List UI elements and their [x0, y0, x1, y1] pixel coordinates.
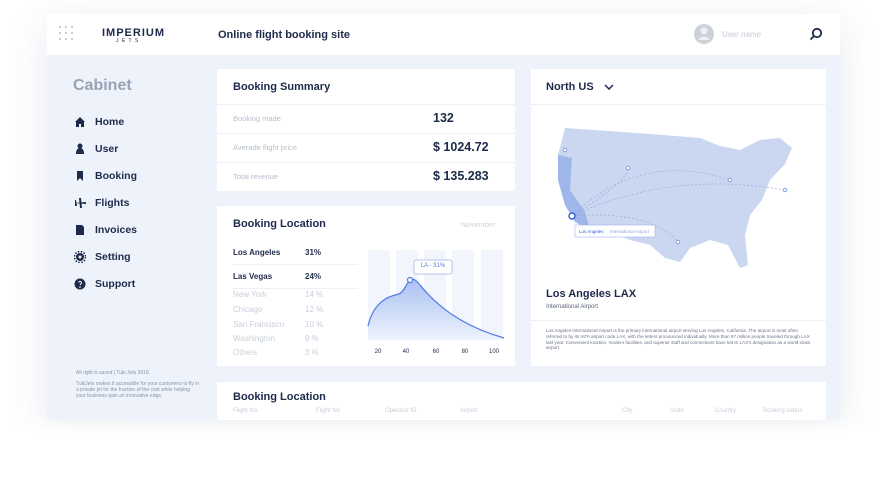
x-label: 40 — [402, 349, 410, 355]
divider — [233, 264, 358, 265]
airport-sub: International Airport — [546, 304, 599, 310]
nav-icon[interactable] — [74, 143, 86, 155]
nav-icon[interactable] — [74, 278, 86, 290]
x-label: 60 — [432, 349, 440, 355]
location-title: Booking Location — [233, 218, 326, 230]
summary-value: $ 135.283 — [433, 169, 489, 183]
share: 31% — [305, 248, 322, 257]
logo-sub: J E T S — [116, 38, 140, 44]
divider — [217, 162, 515, 163]
sidebar-note: TukiJets makes it accessible for your cu… — [76, 381, 200, 399]
summary-value: 132 — [433, 111, 454, 125]
logo: IMPERIUM — [102, 27, 165, 39]
nav-item[interactable]: Invoices — [95, 224, 138, 236]
summary-label: Averade flight price — [233, 143, 298, 152]
nav-item[interactable]: Flights — [95, 197, 130, 209]
city: Chicago — [233, 305, 263, 314]
fade — [0, 418, 890, 500]
column-header[interactable]: Booking status — [763, 408, 803, 414]
city: New York — [233, 290, 267, 299]
logo-grid — [59, 26, 73, 40]
nav-icon[interactable] — [74, 251, 86, 263]
divider — [531, 320, 826, 321]
nav-item[interactable]: Home — [95, 116, 125, 128]
share: 24% — [305, 272, 322, 281]
city: Washington — [233, 334, 275, 343]
copyright: All right is saved | Tuki Jets 2018. — [76, 370, 151, 376]
divider — [233, 288, 358, 289]
share: 14 % — [305, 290, 324, 299]
x-label: 80 — [461, 349, 469, 355]
column-header[interactable]: Country — [715, 408, 737, 414]
summary-card — [217, 69, 515, 191]
share: 3 % — [305, 348, 319, 357]
divider — [217, 104, 515, 105]
nav-item[interactable]: User — [95, 143, 119, 155]
user-name[interactable]: User name — [722, 30, 762, 39]
nav-item[interactable]: Support — [95, 278, 136, 290]
map — [558, 128, 792, 268]
nav-icon[interactable] — [74, 224, 86, 236]
share: 9 % — [305, 334, 319, 343]
period[interactable]: November — [461, 220, 496, 229]
share: 12 % — [305, 305, 324, 314]
nav-item[interactable]: Booking — [95, 170, 137, 182]
avatar[interactable] — [693, 23, 715, 45]
column-header[interactable]: Flight No — [316, 408, 341, 414]
city: Los Angeles — [233, 248, 281, 257]
column-header[interactable]: Airport — [460, 408, 478, 414]
city: Others — [233, 348, 258, 357]
nav-icon[interactable] — [74, 197, 86, 209]
nav-icon[interactable] — [74, 170, 86, 182]
city: San Francisco — [233, 320, 285, 329]
share: 10 % — [305, 320, 324, 329]
table-title: Booking Location — [233, 391, 326, 403]
marker-sub: International Airport — [610, 229, 650, 234]
city: Las Vegas — [233, 272, 273, 281]
dropdown-caret[interactable] — [604, 84, 614, 90]
airport-name: Los Angeles LAX — [546, 288, 637, 300]
airport-description: Los Angeles International Airport is the… — [546, 328, 811, 351]
table-card — [217, 382, 826, 420]
column-header[interactable]: State — [670, 408, 685, 414]
divider — [531, 104, 826, 105]
divider — [217, 133, 515, 134]
summary-value: $ 1024.72 — [433, 140, 489, 154]
sidebar-title: Cabinet — [73, 77, 132, 94]
header-title: Online flight booking site — [218, 29, 350, 41]
column-header[interactable]: Operator ID — [385, 408, 417, 414]
column-header[interactable]: City — [622, 408, 633, 414]
x-label: 100 — [488, 349, 499, 355]
x-label: 20 — [374, 349, 382, 355]
marker-label: Los Angeles — [579, 229, 604, 234]
search-icon[interactable] — [809, 27, 823, 41]
nav-item[interactable]: Setting — [95, 251, 131, 263]
column-header[interactable]: Flight No. — [233, 408, 259, 414]
region-select[interactable]: North US — [546, 81, 594, 93]
summary-label: Total revenue — [233, 172, 279, 181]
location-chart — [367, 250, 505, 340]
nav-icon[interactable] — [74, 116, 86, 128]
chart-tooltip: LA - 31% — [420, 263, 446, 269]
summary-label: Booking made — [233, 114, 281, 123]
summary-title: Booking Summary — [233, 81, 331, 93]
